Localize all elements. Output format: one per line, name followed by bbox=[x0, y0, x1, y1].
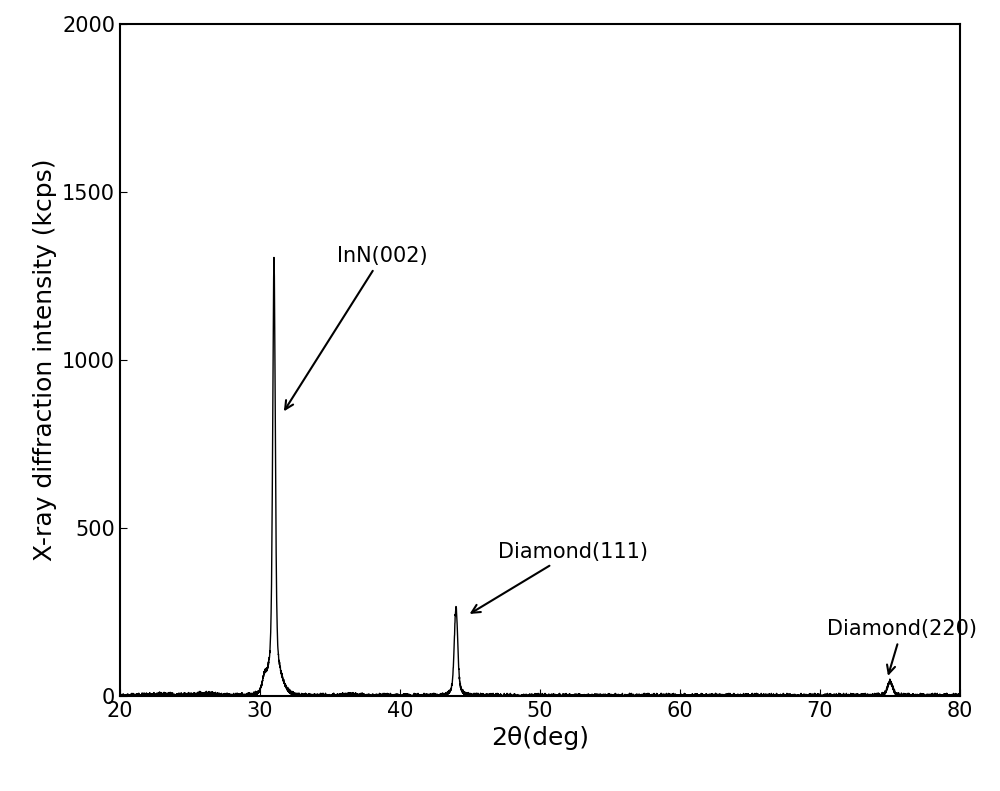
Text: InN(002): InN(002) bbox=[285, 246, 428, 410]
Text: Diamond(111): Diamond(111) bbox=[472, 542, 648, 613]
Y-axis label: X-ray diffraction intensity (kcps): X-ray diffraction intensity (kcps) bbox=[33, 159, 57, 561]
Text: Diamond(220): Diamond(220) bbox=[827, 619, 977, 674]
X-axis label: 2θ(deg): 2θ(deg) bbox=[491, 726, 589, 751]
